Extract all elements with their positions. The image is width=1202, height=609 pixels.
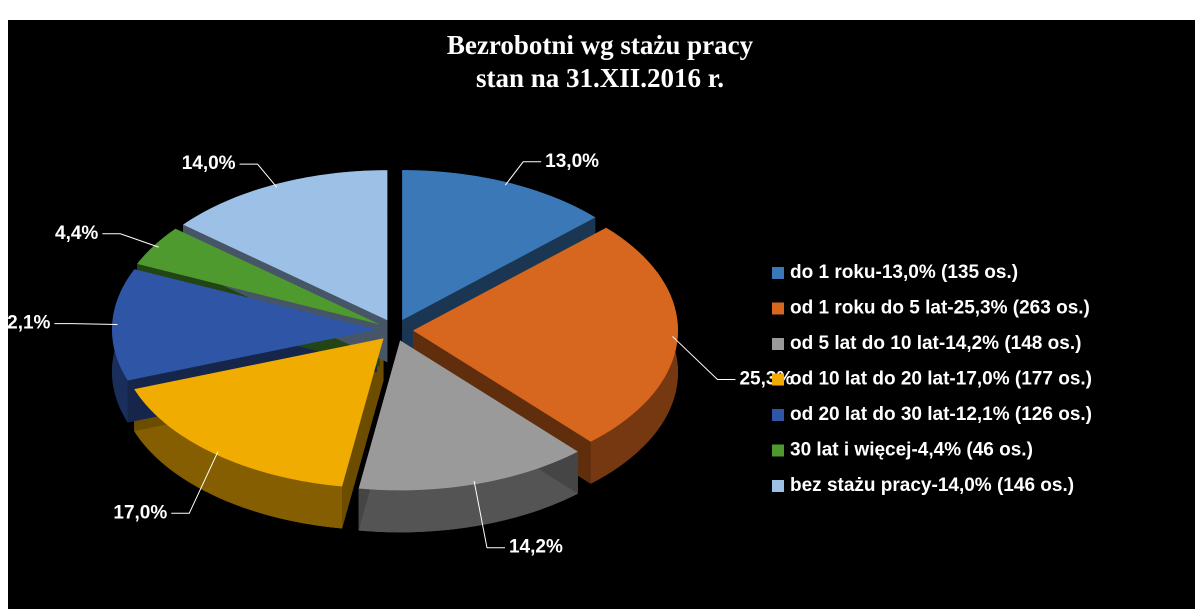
legend-swatch <box>772 409 784 421</box>
data-label: 25,3% <box>739 368 793 389</box>
leader-line <box>504 161 542 186</box>
legend-label: od 5 lat do 10 lat-14,2% (148 os.) <box>790 333 1081 354</box>
leader-line <box>672 336 736 380</box>
legend-label: do 1 roku-13,0% (135 os.) <box>790 262 1018 283</box>
leader-line <box>171 451 219 514</box>
data-label: 13,0% <box>545 151 599 172</box>
legend-swatch <box>772 480 784 492</box>
data-label: 4,4% <box>55 223 98 244</box>
legend-swatch <box>772 373 784 386</box>
slice <box>358 340 578 491</box>
legend-label: od 10 lat do 20 lat-17,0% (177 os.) <box>790 369 1092 390</box>
slice <box>412 227 678 442</box>
data-label: 14,0% <box>182 153 236 174</box>
chart-subtitle: stan na 31.XII.2016 r. <box>476 63 724 93</box>
legend-label: bez stażu pracy-14,0% (146 os.) <box>790 475 1074 496</box>
leader-line <box>239 163 278 188</box>
slice <box>134 338 384 487</box>
slice-wall <box>342 338 384 529</box>
legend-label: od 20 lat do 30 lat-12,1% (126 os.) <box>790 404 1092 425</box>
slice-side <box>134 389 343 529</box>
slice <box>112 269 378 381</box>
legend-swatch <box>772 302 784 315</box>
slice-side <box>358 451 578 533</box>
slice <box>183 170 388 321</box>
data-label: 17,0% <box>113 502 167 523</box>
data-label: 12,1% <box>0 313 51 334</box>
data-label: 14,2% <box>509 537 563 558</box>
legend-label: od 1 roku do 5 lat-25,3% (263 os.) <box>790 298 1090 319</box>
chart-title: Bezrobotni wg stażu pracy <box>447 30 754 60</box>
leader-line <box>54 323 118 326</box>
legend-label: 30 lat i więcej-4,4% (46 os.) <box>790 440 1033 461</box>
slice <box>137 228 380 325</box>
leader-line <box>473 481 505 549</box>
legend-swatch <box>772 338 784 350</box>
legend-swatch <box>772 444 784 457</box>
leader-line <box>102 233 159 248</box>
legend-swatch <box>772 267 784 279</box>
slice <box>402 170 596 321</box>
